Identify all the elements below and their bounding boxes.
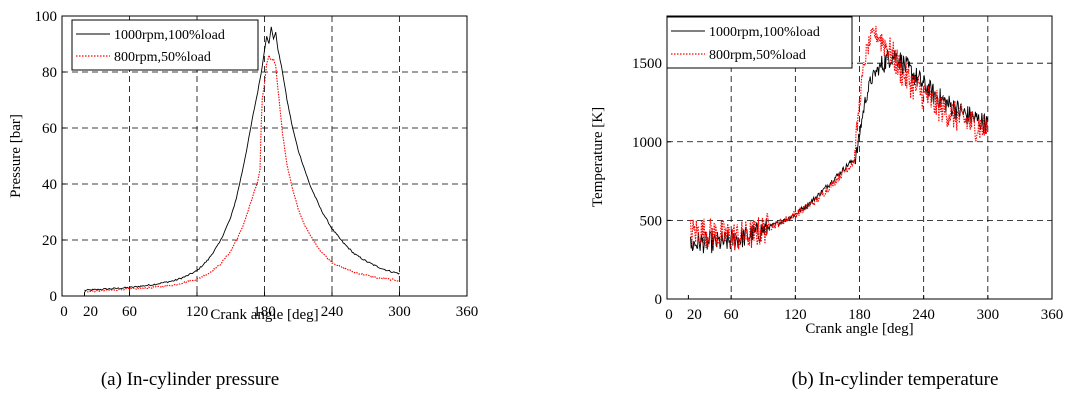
y-tick-label: 1500 <box>632 56 662 72</box>
legend: 1000rpm,100%load 800rpm,50%load <box>666 16 853 69</box>
y-axis-label: Pressure [bar] <box>8 114 24 198</box>
x-tick-label: 0 <box>665 307 673 323</box>
y-tick-label: 20 <box>42 233 57 249</box>
x-tick-label: 120 <box>186 304 209 320</box>
temperature-chart: 0 20 60 120 180 240 300 360 0 500 1000 1500 1000rp… <box>590 15 1063 390</box>
legend-label-series-1: 1000rpm,100%load <box>114 28 225 43</box>
x-tick-labels: 0 20 60 120 180 240 300 360 <box>665 307 1063 323</box>
y-tick-label: 40 <box>42 177 57 193</box>
series-lines <box>84 26 400 293</box>
y-tick-label: 0 <box>50 289 58 305</box>
legend-label-series-2: 800rpm,50%load <box>709 48 806 63</box>
series-line-2 <box>84 53 400 293</box>
x-tick-label: 300 <box>388 304 411 320</box>
x-tick-label: 300 <box>977 307 1000 323</box>
x-tick-label: 180 <box>253 304 276 320</box>
legend-label-series-1: 1000rpm,100%load <box>709 25 820 40</box>
x-axis-label: Crank angle [deg] <box>210 307 318 323</box>
grid <box>61 15 468 297</box>
x-tick-label: 240 <box>912 307 935 323</box>
y-tick-label: 60 <box>42 121 57 137</box>
series-line-2 <box>689 25 989 251</box>
pressure-chart: 0 20 60 120 180 240 300 360 0 20 40 60 80 100 1000rp… <box>8 9 478 390</box>
x-tick-label: 120 <box>784 307 807 323</box>
x-tick-label: 180 <box>848 307 871 323</box>
chart-caption: (a) In-cylinder pressure <box>101 369 279 390</box>
chart-caption: (b) In-cylinder temperature <box>792 369 999 390</box>
y-tick-label: 500 <box>640 213 663 229</box>
y-tick-label: 80 <box>42 65 57 81</box>
legend-box <box>71 19 259 71</box>
x-tick-label: 0 <box>60 304 68 320</box>
x-tick-label: 20 <box>83 304 98 320</box>
series-line-1 <box>84 26 400 292</box>
y-tick-label: 0 <box>655 292 663 308</box>
y-tick-label: 1000 <box>632 135 662 151</box>
x-tick-label: 60 <box>724 307 739 323</box>
y-tick-label: 100 <box>35 9 58 25</box>
y-tick-labels: 0 20 40 60 80 100 <box>35 9 58 305</box>
x-tick-label: 360 <box>1041 307 1064 323</box>
y-tick-labels: 0 500 1000 1500 <box>632 56 662 308</box>
y-axis-label: Temperature [K] <box>590 107 606 207</box>
x-tick-label: 60 <box>122 304 137 320</box>
legend: 1000rpm,100%load 800rpm,50%load <box>71 19 259 71</box>
legend-label-series-2: 800rpm,50%load <box>114 50 211 65</box>
x-tick-label: 240 <box>321 304 344 320</box>
legend-box <box>666 16 853 69</box>
x-tick-label: 360 <box>456 304 479 320</box>
x-axis-label: Crank angle [deg] <box>805 321 913 337</box>
x-tick-labels: 0 20 60 120 180 240 300 360 <box>60 304 478 320</box>
series-line-1 <box>690 49 989 254</box>
x-tick-label: 20 <box>687 307 702 323</box>
series-lines <box>689 25 989 254</box>
